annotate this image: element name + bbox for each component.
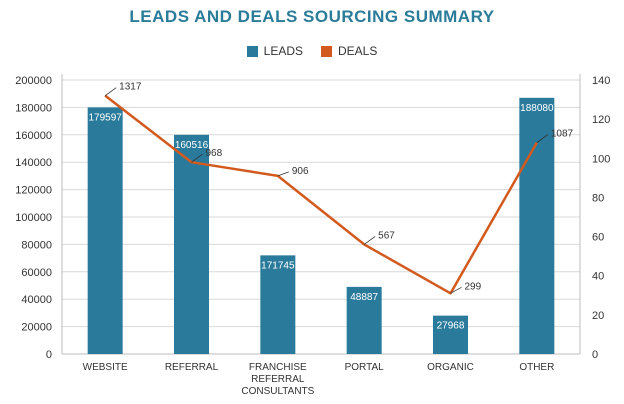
legend-label-leads: LEADS [263,44,303,58]
y-left-tick-label: 100000 [15,212,52,224]
x-tick-label: WEBSITE [83,362,128,373]
line-data-label: 968 [206,148,223,159]
legend-swatch-deals [321,45,332,57]
legend-item-leads: LEADS [246,44,303,58]
bar-data-label: 188080 [520,103,554,114]
bar-leads [346,286,382,354]
line-deals [104,94,538,295]
deals-label-leader [536,134,549,143]
deals-label-leader [277,171,289,177]
legend-item-deals: DEALS [321,44,377,58]
bar-data-label: 27968 [437,321,465,332]
bar-data-label: 171745 [261,260,295,271]
x-tick-label: REFERRAL [251,374,305,385]
x-tick-label: OTHER [519,362,554,373]
y-right-tick-label: 40 [592,271,604,283]
deals-label-leader [363,236,376,245]
y-left-tick-label: 140000 [15,157,52,169]
line-data-label: 299 [465,281,482,292]
deals-label-leader [104,87,117,96]
y-right-tick-label: 100 [592,153,610,165]
bar-data-label: 179597 [88,112,122,123]
y-left-tick-label: 40000 [21,294,52,306]
bar-leads [519,97,555,354]
x-tick-label: FRANCHISE [249,362,307,373]
bar-leads [260,255,296,354]
y-left-tick-label: 160000 [15,130,52,142]
y-right-tick-label: 0 [592,349,598,361]
x-tick-label: ORGANIC [427,362,474,373]
deals-label-leader [191,153,203,163]
legend-swatch-leads [246,45,258,57]
legend-label-deals: DEALS [338,44,378,58]
bar-data-label: 48887 [350,292,378,303]
y-right-tick-label: 140 [592,75,610,87]
line-data-label: 1087 [551,129,574,140]
y-left-tick-label: 80000 [21,239,52,251]
chart-title: LEADS AND DEALS SOURCING SUMMARY [129,7,495,26]
y-right-tick-label: 20 [592,310,604,322]
y-right-tick-label: 80 [592,192,604,204]
y-left-tick-label: 200000 [15,75,52,87]
x-tick-label: PORTAL [345,362,385,373]
y-right-tick-label: 120 [592,114,610,126]
x-tick-label: CONSULTANTS [241,386,314,397]
bar-data-label: 160516 [175,140,209,151]
y-left-tick-label: 20000 [21,322,52,334]
chart-legend: LEADS DEALS [0,44,624,58]
line-data-label: 1317 [119,82,142,93]
y-left-tick-label: 60000 [21,267,52,279]
y-left-tick-label: 120000 [15,185,52,197]
line-data-label: 567 [378,230,395,241]
bar-leads [433,315,468,354]
bar-leads [174,134,209,354]
y-left-tick-label: 180000 [15,102,52,114]
deals-label-leader [450,286,462,294]
bar-leads [87,107,123,355]
y-right-tick-label: 60 [592,232,604,244]
line-data-label: 906 [292,166,309,177]
x-tick-label: REFERRAL [165,362,219,373]
y-left-tick-label: 0 [46,349,52,361]
